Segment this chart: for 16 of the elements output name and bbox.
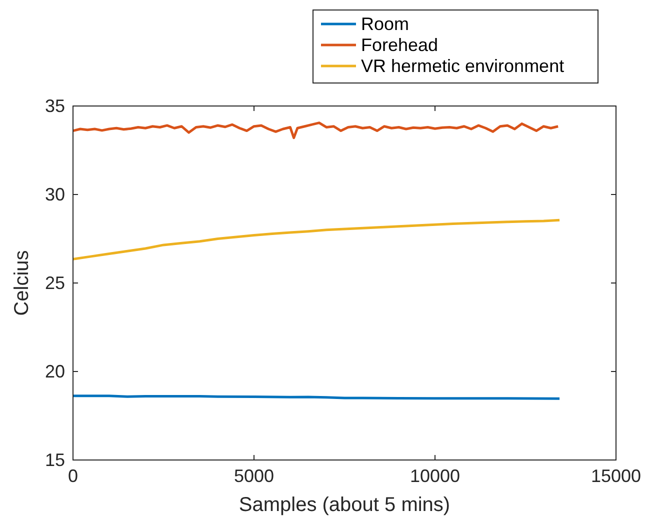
legend-label: VR hermetic environment: [361, 56, 564, 76]
y-tick-label: 30: [44, 184, 65, 204]
line-series: [72, 218, 561, 260]
legend-label: Forehead: [361, 35, 438, 55]
legend-label: Room: [361, 14, 410, 34]
x-axis-title: Samples (about 5 mins): [238, 494, 450, 516]
y-tick-label: 25: [44, 273, 65, 293]
y-tick-label: 35: [44, 96, 65, 116]
x-tick-label: 5000: [234, 466, 274, 486]
x-tick-label: 10000: [410, 466, 460, 486]
x-tick-label: 0: [68, 466, 78, 486]
y-tick-label: 15: [44, 450, 65, 470]
y-tick-label: 20: [44, 362, 65, 382]
x-tick-label: 15000: [590, 466, 642, 486]
y-axis-title: Celcius: [11, 250, 33, 316]
line-series: [72, 122, 560, 140]
